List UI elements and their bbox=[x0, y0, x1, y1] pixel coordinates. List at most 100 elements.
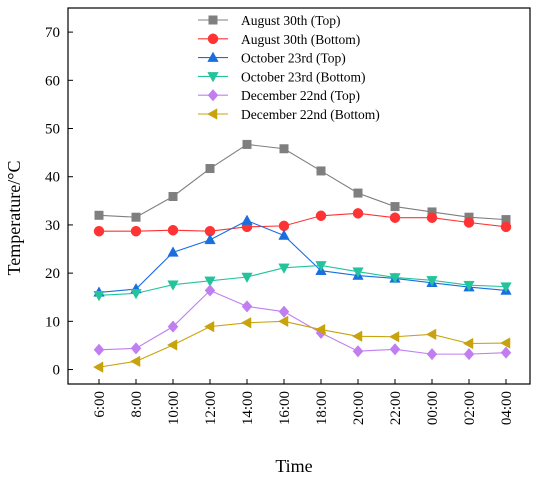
data-point bbox=[425, 328, 437, 341]
data-point bbox=[167, 320, 179, 333]
y-tick-label: 50 bbox=[45, 122, 60, 138]
data-point bbox=[353, 188, 363, 198]
x-tick-label: 12:00 bbox=[203, 391, 219, 425]
x-tick-label: 8:00 bbox=[129, 391, 145, 418]
x-tick-label: 04:00 bbox=[499, 391, 515, 425]
x-tick-label: 22:00 bbox=[388, 391, 404, 425]
x-tick-label: 00:00 bbox=[425, 391, 441, 425]
data-point bbox=[389, 212, 401, 223]
data-point bbox=[240, 317, 252, 329]
data-point bbox=[204, 276, 216, 287]
data-point bbox=[499, 337, 511, 349]
data-point bbox=[463, 347, 475, 361]
x-axis-title: Time bbox=[275, 456, 312, 476]
legend-marker bbox=[206, 108, 218, 120]
y-tick-label: 60 bbox=[45, 73, 60, 89]
x-tick-label: 14:00 bbox=[240, 391, 256, 425]
y-tick-label: 20 bbox=[45, 266, 60, 282]
data-point bbox=[314, 323, 326, 336]
plot-frame bbox=[67, 7, 531, 385]
data-point bbox=[426, 276, 438, 287]
data-point bbox=[241, 272, 253, 284]
y-tick-label: 10 bbox=[45, 314, 60, 330]
x-tick-label: 16:00 bbox=[277, 391, 293, 425]
series-line bbox=[98, 320, 507, 368]
data-point bbox=[130, 342, 142, 355]
data-point bbox=[92, 361, 104, 373]
data-point bbox=[130, 289, 142, 300]
data-point bbox=[241, 300, 253, 313]
data-point bbox=[167, 224, 179, 236]
legend-label: December 22nd (Top) bbox=[241, 88, 360, 103]
series-line bbox=[98, 143, 507, 221]
series-line bbox=[98, 264, 507, 296]
data-point bbox=[241, 214, 253, 225]
legend-label: October 23rd (Bottom) bbox=[241, 69, 365, 84]
data-point bbox=[389, 343, 401, 356]
x-tick-label: 20:00 bbox=[351, 391, 367, 425]
legend-label: August 30th (Top) bbox=[241, 13, 341, 28]
data-point bbox=[389, 273, 401, 284]
data-point bbox=[167, 246, 179, 257]
data-point bbox=[205, 164, 215, 174]
data-point bbox=[129, 355, 141, 368]
data-point bbox=[279, 144, 289, 154]
data-point bbox=[242, 139, 252, 149]
data-point bbox=[390, 202, 400, 212]
data-point bbox=[500, 221, 512, 233]
series-lines bbox=[98, 143, 507, 368]
data-point bbox=[278, 220, 290, 232]
y-tick-label: 70 bbox=[45, 25, 60, 41]
data-point bbox=[352, 267, 364, 278]
data-point bbox=[204, 233, 216, 245]
series-line bbox=[99, 212, 507, 232]
data-point bbox=[351, 330, 363, 342]
data-point bbox=[426, 347, 438, 361]
y-tick-label: 30 bbox=[45, 218, 60, 234]
x-tick-label: 6:00 bbox=[92, 391, 108, 418]
data-point bbox=[168, 191, 178, 201]
data-point bbox=[131, 212, 141, 222]
data-point bbox=[462, 337, 474, 350]
data-point bbox=[315, 210, 327, 222]
x-tick-label: 18:00 bbox=[314, 391, 330, 425]
data-point bbox=[94, 210, 104, 220]
y-axis-title: Temperature/°C bbox=[4, 161, 24, 276]
legend-marker bbox=[207, 89, 219, 102]
legend-marker bbox=[207, 72, 219, 83]
legend-marker bbox=[208, 15, 218, 25]
x-axis-ticks: 6:00 8:00 10:00 12:00 14:00 16:00 18:00 20:00 22… bbox=[92, 379, 515, 425]
data-point bbox=[167, 280, 179, 291]
data-point bbox=[93, 291, 105, 302]
y-axis-ticks: 0 10 20 30 40 50 60 70 bbox=[45, 25, 73, 379]
data-point bbox=[278, 263, 290, 274]
data-point bbox=[204, 284, 216, 297]
data-point bbox=[388, 331, 400, 343]
series-line bbox=[98, 289, 507, 355]
data-point bbox=[352, 208, 364, 219]
data-point bbox=[426, 212, 438, 223]
data-point bbox=[316, 166, 326, 176]
data-point bbox=[166, 339, 178, 351]
data-point bbox=[500, 346, 512, 359]
plot-border bbox=[67, 7, 531, 385]
data-point bbox=[463, 217, 475, 228]
x-tick-label: 10:00 bbox=[166, 391, 182, 425]
legend-label: October 23rd (Top) bbox=[241, 51, 346, 66]
y-tick-label: 0 bbox=[53, 363, 61, 379]
data-point bbox=[93, 343, 105, 356]
x-tick-label: 02:00 bbox=[462, 391, 478, 425]
data-point bbox=[500, 282, 512, 293]
data-point bbox=[277, 315, 289, 328]
legend: August 30th (Top) August 30th (Bottom) Oct… bbox=[198, 13, 380, 122]
data-point bbox=[315, 261, 327, 272]
data-point bbox=[352, 345, 364, 358]
series-line bbox=[98, 219, 507, 293]
legend-marker bbox=[207, 51, 219, 62]
data-point bbox=[463, 280, 475, 292]
data-point bbox=[130, 225, 142, 237]
series-markers bbox=[92, 139, 512, 373]
data-point bbox=[93, 225, 105, 237]
legend-label: August 30th (Bottom) bbox=[241, 32, 360, 47]
